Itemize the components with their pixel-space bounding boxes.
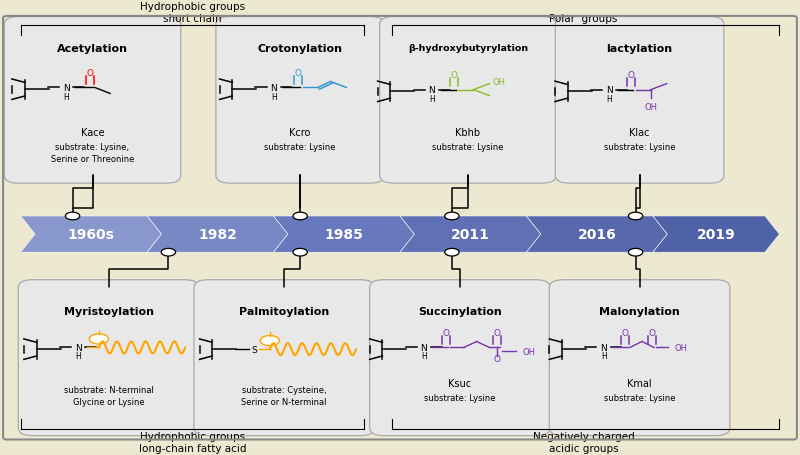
Polygon shape: [400, 217, 541, 253]
Text: H: H: [601, 352, 606, 361]
FancyBboxPatch shape: [370, 280, 550, 436]
Circle shape: [66, 212, 80, 220]
Text: N: N: [606, 86, 613, 95]
Text: H: H: [606, 95, 612, 103]
FancyBboxPatch shape: [555, 17, 724, 184]
Circle shape: [162, 249, 175, 257]
Circle shape: [260, 336, 279, 346]
Text: lactylation: lactylation: [606, 44, 673, 54]
Polygon shape: [274, 217, 414, 253]
Text: O: O: [622, 328, 629, 337]
Text: O: O: [627, 71, 634, 80]
Text: OH: OH: [522, 347, 535, 356]
Text: 2011: 2011: [451, 228, 490, 242]
Text: Crotonylation: Crotonylation: [258, 44, 342, 54]
Text: 1982: 1982: [198, 228, 237, 242]
Circle shape: [629, 212, 642, 220]
Text: OH: OH: [493, 78, 506, 87]
Text: substrate: N-terminal: substrate: N-terminal: [63, 385, 154, 394]
Text: Palmitoylation: Palmitoylation: [239, 306, 330, 316]
Text: substrate: Lysine: substrate: Lysine: [424, 393, 496, 402]
Circle shape: [293, 212, 307, 220]
FancyBboxPatch shape: [194, 280, 374, 436]
Text: Kbhb: Kbhb: [455, 127, 481, 137]
Text: substrate: Cysteine,: substrate: Cysteine,: [242, 385, 326, 394]
Text: Klac: Klac: [630, 127, 650, 137]
Text: S: S: [251, 345, 257, 354]
Polygon shape: [526, 217, 667, 253]
Text: O: O: [494, 354, 501, 363]
Text: H: H: [63, 92, 69, 101]
Text: Acetylation: Acetylation: [57, 44, 128, 54]
Text: Serine or Threonine: Serine or Threonine: [51, 155, 134, 164]
Text: Kmal: Kmal: [627, 379, 652, 389]
Circle shape: [90, 334, 109, 344]
Text: Myristoylation: Myristoylation: [63, 306, 154, 316]
FancyBboxPatch shape: [4, 17, 181, 184]
Text: substrate: Lysine: substrate: Lysine: [265, 143, 336, 152]
Text: H: H: [421, 352, 427, 361]
Text: Negatively charged
acidic groups: Negatively charged acidic groups: [533, 431, 634, 453]
Text: Succinylation: Succinylation: [418, 306, 502, 316]
Text: O: O: [494, 328, 501, 337]
Text: N: N: [600, 343, 607, 352]
Text: OH: OH: [674, 343, 688, 352]
Text: substrate: Lysine: substrate: Lysine: [604, 143, 675, 152]
Text: N: N: [74, 343, 82, 352]
Text: Kcro: Kcro: [290, 127, 311, 137]
FancyBboxPatch shape: [550, 280, 730, 436]
FancyBboxPatch shape: [216, 17, 385, 184]
Text: Serine or N-terminal: Serine or N-terminal: [242, 397, 327, 406]
Text: 2016: 2016: [578, 228, 616, 242]
FancyBboxPatch shape: [18, 280, 198, 436]
Circle shape: [629, 249, 642, 257]
Text: 2019: 2019: [697, 228, 735, 242]
Text: O: O: [648, 328, 655, 337]
Text: O: O: [450, 71, 457, 80]
Text: Hydrophobic groups
long-chain fatty acid: Hydrophobic groups long-chain fatty acid: [138, 431, 246, 453]
Text: N: N: [421, 343, 427, 352]
Text: N: N: [429, 86, 435, 95]
FancyBboxPatch shape: [380, 17, 556, 184]
Text: β-hydroxybutyrylation: β-hydroxybutyrylation: [408, 44, 528, 53]
Text: Malonylation: Malonylation: [599, 306, 680, 316]
Circle shape: [293, 249, 307, 257]
Text: Polar  groups: Polar groups: [550, 14, 618, 24]
Text: Hydrophobic groups
short chain: Hydrophobic groups short chain: [140, 2, 245, 24]
Circle shape: [445, 249, 459, 257]
Text: OH: OH: [644, 102, 658, 111]
Text: H: H: [429, 95, 435, 103]
Text: H: H: [271, 92, 277, 101]
Text: O: O: [294, 69, 302, 77]
Text: O: O: [442, 328, 449, 337]
Polygon shape: [21, 217, 162, 253]
Text: 1985: 1985: [325, 228, 363, 242]
Text: Ksuc: Ksuc: [448, 379, 471, 389]
Text: substrate: Lysine: substrate: Lysine: [604, 393, 675, 402]
Polygon shape: [653, 217, 779, 253]
Text: N: N: [63, 84, 70, 93]
Polygon shape: [147, 217, 288, 253]
Text: Glycine or Lysine: Glycine or Lysine: [73, 397, 144, 406]
Text: 1960s: 1960s: [68, 228, 114, 242]
Text: H: H: [75, 352, 81, 361]
Text: substrate: Lysine,: substrate: Lysine,: [55, 143, 130, 152]
Text: substrate: Lysine: substrate: Lysine: [432, 143, 504, 152]
Text: Kace: Kace: [81, 127, 104, 137]
Text: O: O: [86, 69, 94, 77]
Circle shape: [445, 212, 459, 220]
Text: N: N: [270, 84, 277, 93]
